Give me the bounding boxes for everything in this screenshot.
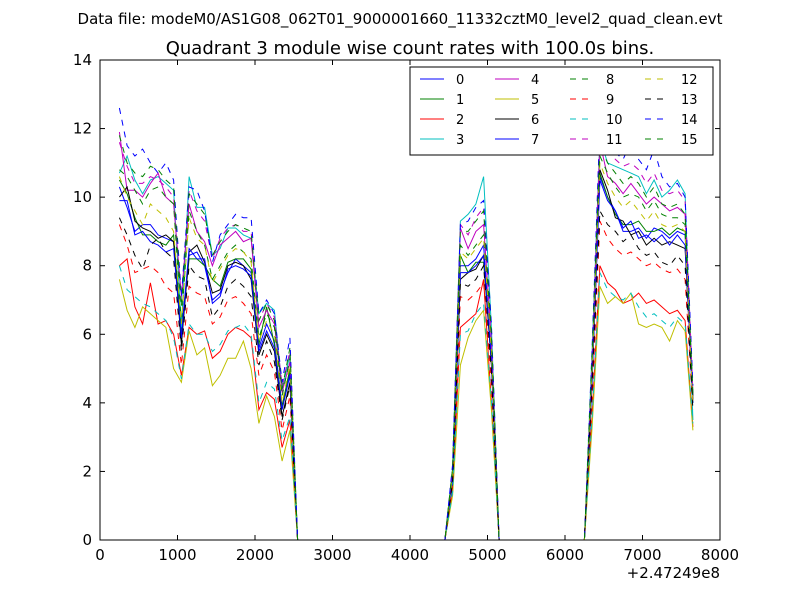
x-offset-label: +2.47249e8 [627, 564, 720, 582]
legend-label-15: 15 [681, 133, 698, 148]
x-tick-label: 1000 [158, 546, 196, 564]
x-tick-label: 5000 [468, 546, 506, 564]
chart-title: Quadrant 3 module wise count rates with … [166, 38, 655, 59]
legend-label-12: 12 [681, 73, 698, 88]
y-tick-label: 8 [82, 257, 92, 275]
y-tick-label: 0 [82, 531, 92, 549]
legend-label-7: 7 [531, 133, 539, 148]
series-line-5 [118, 279, 694, 541]
x-tick-label: 2000 [236, 546, 274, 564]
legend-label-13: 13 [681, 93, 698, 108]
y-tick-label: 12 [73, 120, 92, 138]
y-tick-label: 10 [73, 188, 92, 206]
legend-label-6: 6 [531, 113, 539, 128]
x-tick-label: 6000 [546, 546, 584, 564]
plot-lines [118, 107, 694, 541]
x-tick-label: 0 [95, 546, 105, 564]
x-tick-label: 4000 [391, 546, 429, 564]
y-tick-label: 14 [73, 51, 92, 69]
legend-label-11: 11 [606, 133, 623, 148]
y-tick-label: 6 [82, 325, 92, 343]
series-line-0 [118, 176, 694, 541]
y-tick-label: 4 [82, 394, 92, 412]
series-line-11 [118, 121, 694, 541]
series-line-13 [118, 209, 694, 541]
legend-label-3: 3 [456, 133, 464, 148]
legend-label-0: 0 [456, 73, 464, 88]
legend-label-9: 9 [606, 93, 614, 108]
legend-box [409, 66, 714, 156]
legend-label-2: 2 [456, 113, 464, 128]
series-line-7 [119, 179, 694, 541]
series-line-10 [118, 265, 694, 541]
series-line-6 [119, 169, 694, 541]
y-tick-label: 2 [82, 462, 92, 480]
x-tick-label: 3000 [313, 546, 351, 564]
x-tick-label: 8000 [701, 546, 739, 564]
legend-label-10: 10 [606, 113, 623, 128]
x-tick-label: 7000 [623, 546, 661, 564]
legend-label-1: 1 [456, 93, 464, 108]
legend-label-4: 4 [531, 73, 539, 88]
series-line-4 [118, 131, 694, 541]
legend-label-8: 8 [606, 73, 614, 88]
legend-label-14: 14 [681, 113, 698, 128]
x-axis: 0 1000 2000 3000 4000 5000 6000 7000 8000 [95, 60, 739, 564]
series-line-1 [118, 172, 694, 541]
legend-label-5: 5 [531, 93, 539, 108]
supertitle: Data file: modeM0/AS1G08_062T01_90000016… [78, 10, 723, 29]
